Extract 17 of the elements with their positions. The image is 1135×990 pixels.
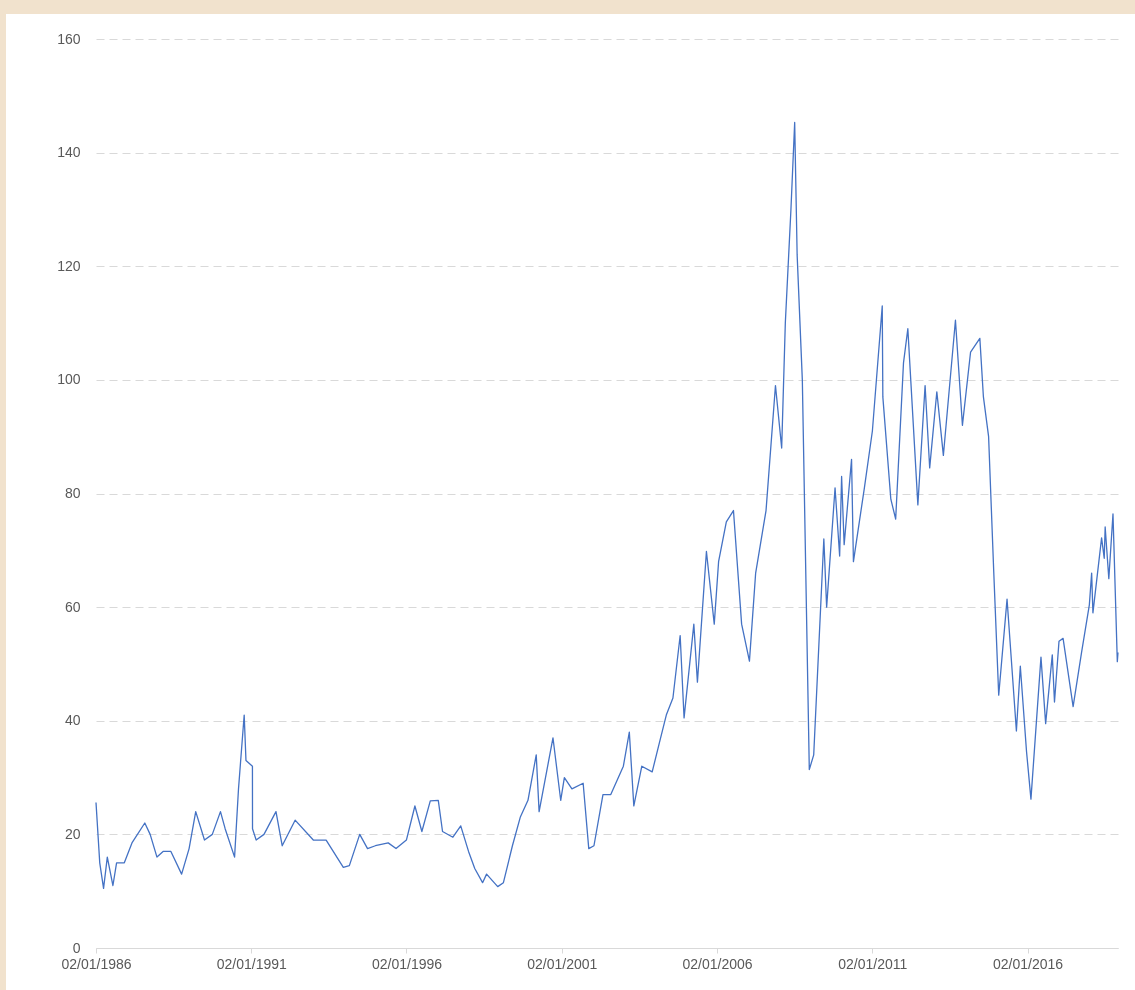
y-tick-label: 100 xyxy=(57,371,81,388)
x-tick-label: 02/01/2001 xyxy=(527,955,598,972)
y-tick-label: 80 xyxy=(64,485,81,501)
y-tick-label: 160 xyxy=(57,30,81,47)
x-tick-label: 02/01/1986 xyxy=(61,955,132,972)
x-tick-label: 02/01/1996 xyxy=(371,955,443,972)
x-tick-label: 02/01/2006 xyxy=(682,955,753,972)
x-tick-label: 02/01/2016 xyxy=(993,955,1064,972)
x-tick-label: 02/01/1991 xyxy=(216,955,287,972)
y-tick-label: 60 xyxy=(64,598,81,615)
y-tick-label: 0 xyxy=(72,939,81,956)
y-tick-label: 140 xyxy=(57,144,81,161)
y-tick-label: 40 xyxy=(64,712,81,729)
y-tick-label: 20 xyxy=(64,825,81,842)
y-tick-label: 120 xyxy=(57,257,81,274)
x-tick-label: 02/01/2011 xyxy=(838,955,908,972)
line-series xyxy=(95,121,1119,889)
